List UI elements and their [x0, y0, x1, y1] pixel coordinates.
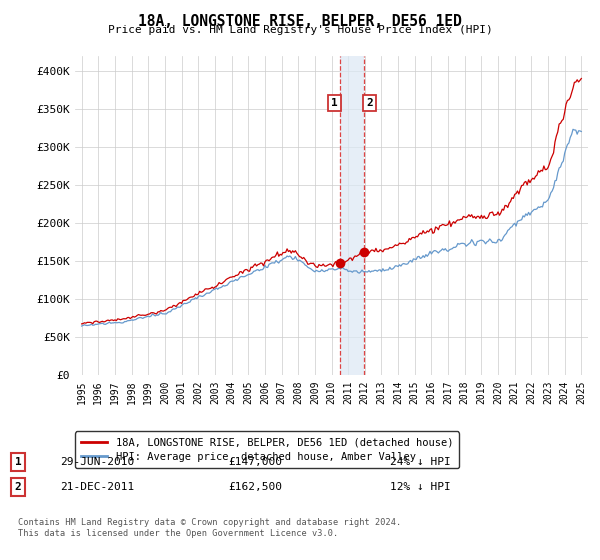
- Text: 12% ↓ HPI: 12% ↓ HPI: [390, 482, 451, 492]
- Text: £162,500: £162,500: [228, 482, 282, 492]
- Text: Contains HM Land Registry data © Crown copyright and database right 2024.
This d: Contains HM Land Registry data © Crown c…: [18, 518, 401, 538]
- Text: 18A, LONGSTONE RISE, BELPER, DE56 1ED: 18A, LONGSTONE RISE, BELPER, DE56 1ED: [138, 14, 462, 29]
- Legend: 18A, LONGSTONE RISE, BELPER, DE56 1ED (detached house), HPI: Average price, deta: 18A, LONGSTONE RISE, BELPER, DE56 1ED (d…: [75, 432, 460, 468]
- Text: 21-DEC-2011: 21-DEC-2011: [60, 482, 134, 492]
- Text: 1: 1: [331, 98, 338, 108]
- Bar: [340, 56, 364, 375]
- Text: 2: 2: [366, 98, 373, 108]
- Text: £147,000: £147,000: [228, 457, 282, 467]
- Text: 29-JUN-2010: 29-JUN-2010: [60, 457, 134, 467]
- Text: 2: 2: [14, 482, 22, 492]
- Text: 1: 1: [14, 457, 22, 467]
- Text: 24% ↓ HPI: 24% ↓ HPI: [390, 457, 451, 467]
- Text: Price paid vs. HM Land Registry's House Price Index (HPI): Price paid vs. HM Land Registry's House …: [107, 25, 493, 35]
